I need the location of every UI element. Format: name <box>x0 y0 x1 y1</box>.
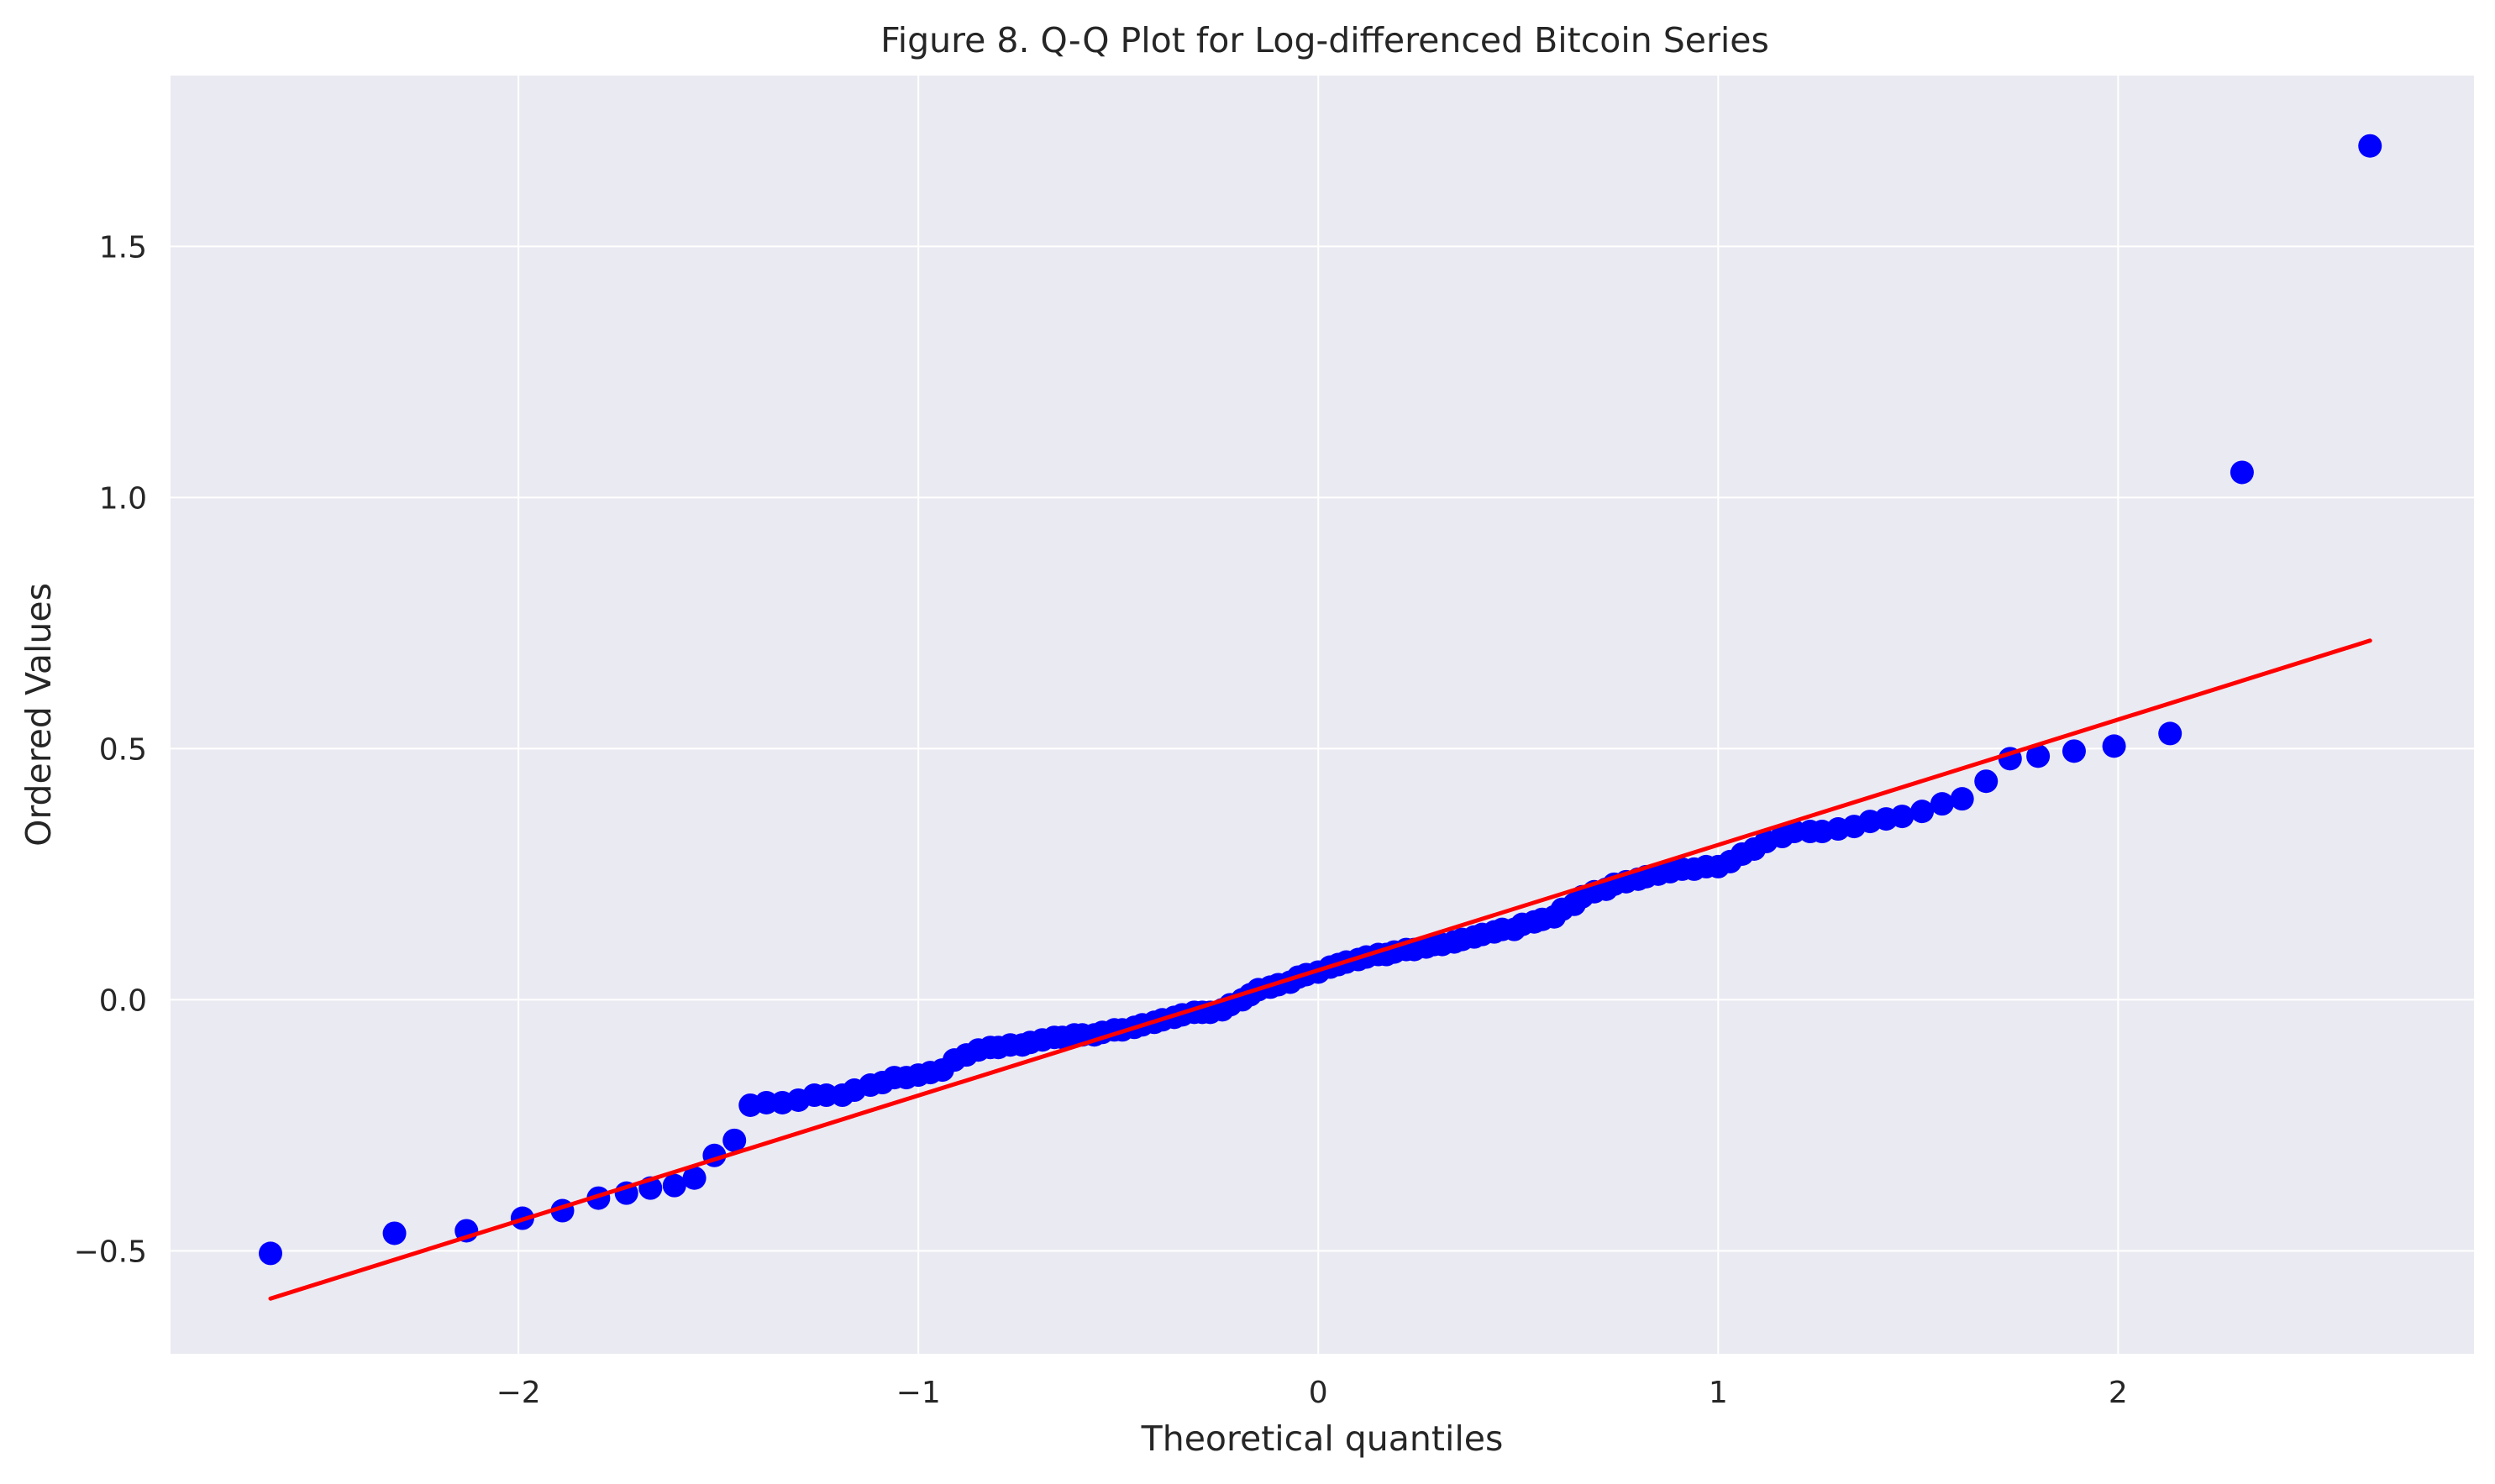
x-tick-label: 0 <box>1309 1376 1328 1410</box>
data-point <box>2230 460 2254 485</box>
chart-title: Figure 8. Q-Q Plot for Log-differenced B… <box>880 20 1769 60</box>
y-axis-ticks: −0.5 0.0 0.5 1.0 1.5 <box>74 230 147 1269</box>
y-tick-label: 1.0 <box>99 481 147 516</box>
data-point <box>722 1128 747 1152</box>
data-point <box>1930 792 1954 816</box>
data-point <box>2158 721 2182 746</box>
data-point <box>259 1241 283 1266</box>
grid-layer <box>171 76 2474 1354</box>
data-point <box>1910 800 1935 824</box>
data-point <box>382 1221 407 1245</box>
data-point <box>2026 744 2051 768</box>
x-axis-ticks: −2 −1 0 1 2 <box>496 1376 2128 1410</box>
y-tick-label: −0.5 <box>74 1235 147 1269</box>
fit-line-layer <box>268 638 2372 1301</box>
data-point <box>682 1166 706 1190</box>
y-tick-label: 0.0 <box>99 983 147 1018</box>
y-tick-label: 0.5 <box>99 732 147 767</box>
data-point <box>662 1173 686 1198</box>
data-point <box>1890 805 1915 829</box>
fit-line <box>268 638 2372 1301</box>
x-tick-label: 2 <box>2109 1376 2128 1410</box>
data-point <box>2062 739 2086 763</box>
x-tick-label: 1 <box>1709 1376 1728 1410</box>
data-point <box>1950 787 1974 811</box>
plot-area <box>171 76 2474 1354</box>
x-tick-label: −2 <box>496 1376 541 1410</box>
y-axis-label: Ordered Values <box>18 583 59 847</box>
y-tick-label: 1.5 <box>99 230 147 265</box>
data-point <box>2358 134 2382 158</box>
x-tick-label: −1 <box>896 1376 941 1410</box>
x-axis-label: Theoretical quantiles <box>1141 1418 1504 1459</box>
data-point <box>1974 769 1999 794</box>
data-point <box>2102 734 2126 758</box>
